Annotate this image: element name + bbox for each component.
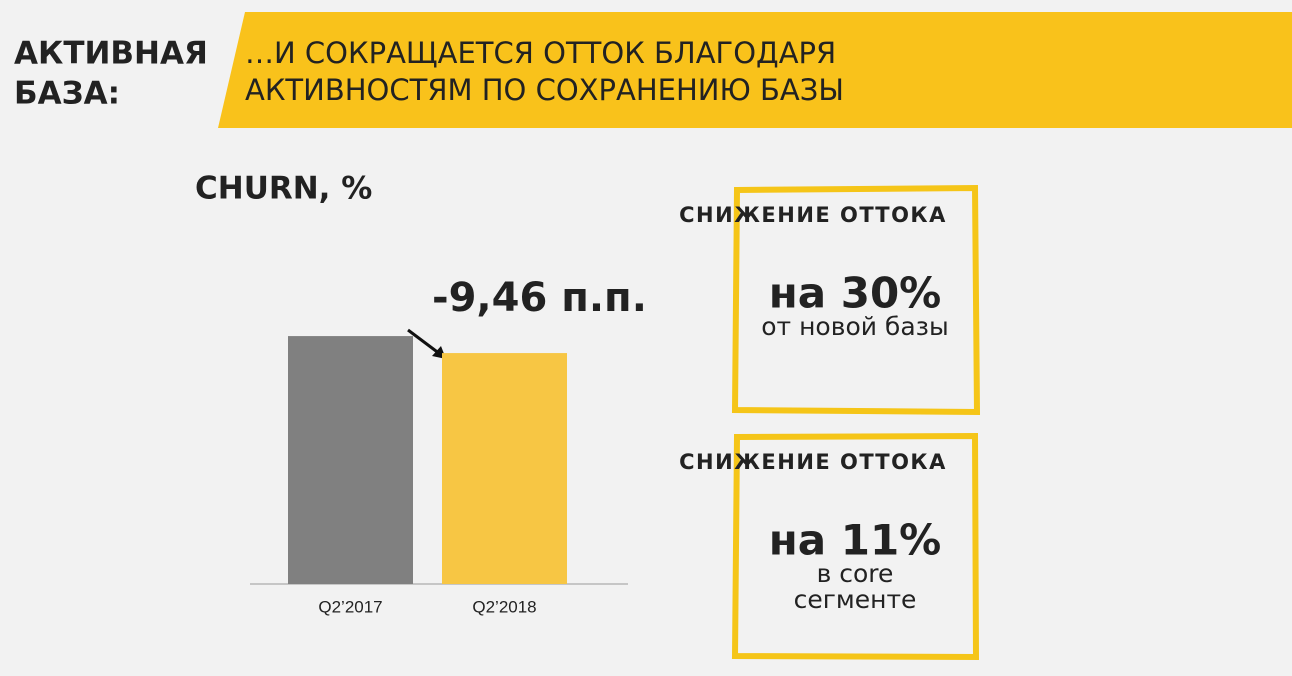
x-tick-label: Q2’2017 [318, 597, 382, 616]
card-value: на 11% [769, 516, 942, 565]
bar [288, 336, 413, 584]
bar [442, 353, 567, 584]
section-label: БАЗА: [14, 76, 120, 112]
card-value: на 30% [769, 269, 942, 318]
section-label: АКТИВНАЯ [14, 36, 208, 72]
card-heading: СНИЖЕНИЕ ОТТОКА [679, 450, 947, 474]
chart-title: CHURN, % [195, 171, 372, 207]
banner-title: …И СОКРАЩАЕТСЯ ОТТОК БЛАГОДАРЯ [245, 36, 836, 70]
card-frames [731, 184, 981, 661]
card-frame [731, 184, 981, 416]
banner [218, 12, 1292, 128]
card-note: в core [817, 559, 894, 588]
card-note: сегменте [794, 585, 917, 614]
card-heading: СНИЖЕНИЕ ОТТОКА [679, 203, 947, 227]
arrow [407, 328, 441, 356]
banner-title: АКТИВНОСТЯМ ПО СОХРАНЕНИЮ БАЗЫ [245, 73, 844, 107]
card-frame [731, 432, 980, 661]
annotation: -9,46 п.п. [432, 275, 647, 321]
card-note: от новой базы [761, 312, 948, 341]
x-tick-label: Q2’2018 [472, 597, 536, 616]
